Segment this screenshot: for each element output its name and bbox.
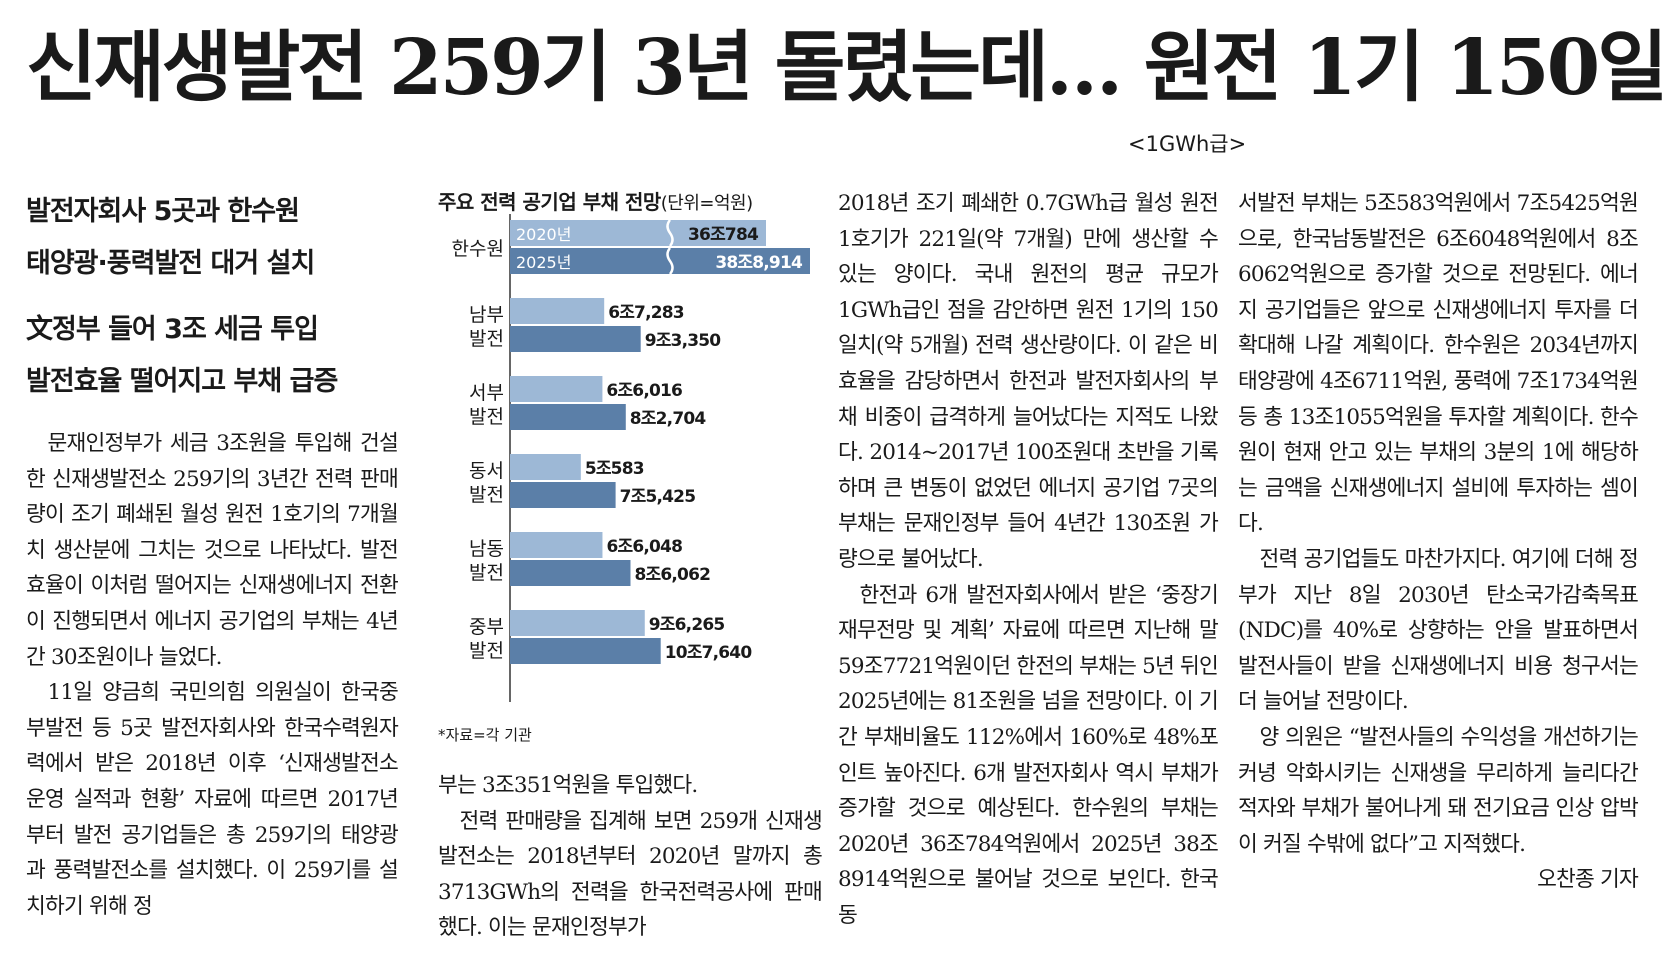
category-label: 동서 (469, 460, 504, 482)
subheads: 발전자회사 5곳과 한수원 태양광·풍력발전 대거 설치 文정부 들어 3조 세… (26, 186, 396, 408)
subhead-2: 태양광·풍력발전 대거 설치 (26, 248, 315, 279)
bar-2020 (510, 298, 605, 324)
category-label: 남동 (469, 538, 504, 560)
category-label: 남부 (469, 304, 504, 326)
data-label: 7조5,425 (620, 487, 696, 507)
article-column-4: 서발전 부채는 5조583억원에서 7조5425억원으로, 한국남동발전은 6조… (1238, 186, 1639, 898)
headline: 신재생발전 259기 3년 돌렸는데… 원전 1기 150일치 (26, 23, 1668, 113)
paragraph: 전력 판매량을 집계해 보면 259개 신재생발전소는 2018년부터 2020… (438, 808, 823, 941)
axis-break-mark (666, 247, 674, 275)
category-label: 발전 (469, 640, 504, 662)
chart-unit: (단위=억원) (660, 193, 753, 214)
subhead-1: 발전자회사 5곳과 한수원 (26, 196, 300, 227)
bar-2020 (510, 454, 581, 480)
axis-break-mark (666, 219, 674, 247)
bar-2020 (510, 220, 766, 246)
category-label: 발전 (469, 562, 504, 584)
data-label: 5조583 (585, 459, 644, 479)
data-label: 6조7,283 (608, 303, 684, 323)
article-column-2: 부는 3조351억원을 투입했다. 전력 판매량을 집계해 보면 259개 신재… (438, 768, 823, 946)
data-label: 8조6,062 (634, 565, 710, 585)
category-label: 발전 (469, 406, 504, 428)
paragraph: 전력 공기업들도 마찬가지다. 여기에 더해 정부가 지난 8일 2030년 탄… (1238, 546, 1639, 715)
bar-2025 (510, 326, 641, 352)
bar-2025 (510, 560, 631, 586)
paragraph-text: 양 의원은 “발전사들의 수익성을 개선하기는커녕 악화시키는 신재생을 무리하… (1238, 724, 1639, 857)
category-label: 발전 (469, 484, 504, 506)
bar-2020 (510, 532, 603, 558)
chart-title: 주요 전력 공기업 부채 전망(단위=억원) (438, 186, 753, 215)
category-label: 중부 (469, 616, 504, 638)
chart-source: *자료=각 기관 (438, 726, 532, 744)
data-label: 6조6,048 (606, 537, 682, 557)
paragraph: 양 의원은 “발전사들의 수익성을 개선하기는커녕 악화시키는 신재생을 무리하… (1238, 720, 1639, 892)
data-label: 36조784 (688, 225, 759, 245)
paragraph: 2018년 조기 폐쇄한 0.7GWh급 월성 원전 1호기가 221일(약 7… (838, 191, 1219, 572)
data-label: 6조6,016 (606, 381, 682, 401)
legend-label: 2020년 (516, 225, 571, 244)
data-label: 10조7,640 (665, 643, 753, 663)
paragraph: 부는 3조351억원을 투입했다. (438, 773, 698, 798)
byline: 오찬종 기자 (1537, 867, 1639, 893)
debt-chart: 주요 전력 공기업 부채 전망(단위=억원) 한수원 2020년 36조784 202… (438, 186, 822, 746)
data-label: 8조2,704 (630, 409, 707, 429)
bar-2020 (510, 376, 603, 402)
paragraph: 문재인정부가 세금 3조원을 투입해 건설한 신재생발전소 259기의 3년간 … (26, 431, 399, 670)
bar-2025 (510, 482, 616, 508)
subhead-3: 文정부 들어 3조 세금 투입 (26, 314, 319, 345)
legend-label: 2025년 (516, 253, 571, 272)
chart-title-text: 주요 전력 공기업 부채 전망 (438, 190, 661, 214)
category-label: 발전 (469, 328, 504, 350)
paragraph: 한전과 6개 발전자회사에서 받은 ‘중장기 재무전망 및 계획’ 자료에 따르… (838, 582, 1219, 928)
data-label: 9조6,265 (649, 615, 725, 635)
subhead-4: 발전효율 떨어지고 부채 급증 (26, 366, 338, 397)
bar-2025 (510, 404, 626, 430)
data-label: 9조3,350 (645, 331, 722, 351)
data-label: 38조8,914 (715, 253, 803, 273)
category-label: 한수원 (452, 238, 504, 260)
bar-2025 (510, 248, 810, 274)
bar-2020 (510, 610, 645, 636)
bar-2025 (510, 638, 661, 664)
article-column-3: 2018년 조기 폐쇄한 0.7GWh급 월성 원전 1호기가 221일(약 7… (838, 186, 1219, 933)
paragraph: 서발전 부채는 5조583억원에서 7조5425억원으로, 한국남동발전은 6조… (1238, 191, 1639, 537)
category-label: 서부 (469, 382, 504, 404)
article-column-1: 문재인정부가 세금 3조원을 투입해 건설한 신재생발전소 259기의 3년간 … (26, 426, 399, 924)
paragraph: 11일 양금희 국민의힘 의원실이 한국중부발전 등 5곳 발전자회사와 한국수… (26, 680, 399, 919)
headline-note: <1GWh급> (1128, 132, 1247, 156)
